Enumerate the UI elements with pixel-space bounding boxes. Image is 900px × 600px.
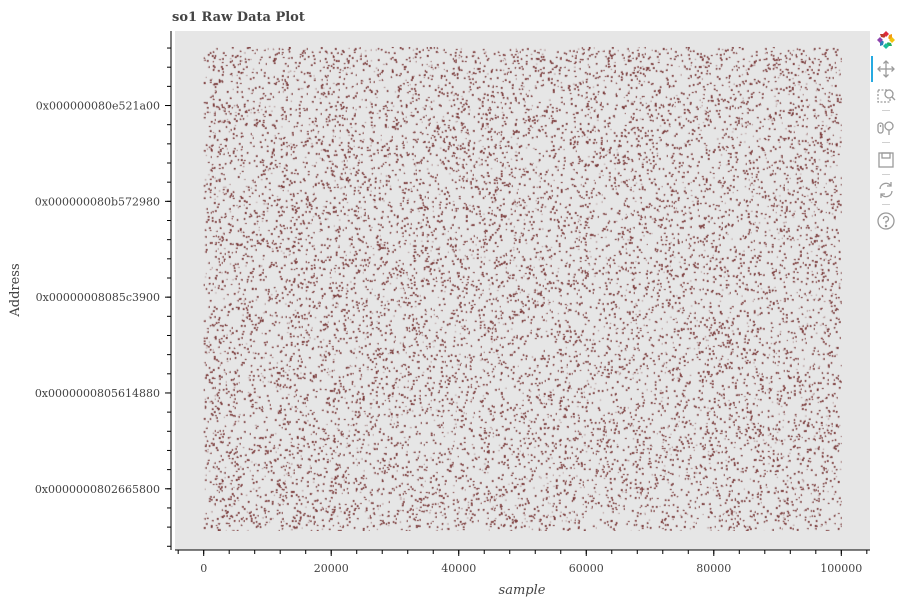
scatter-point-cloud [203,46,842,531]
y-tick-label: 0x0000000805614880 [35,387,160,400]
chart-title: so1 Raw Data Plot [172,10,305,25]
x-tick-label: 80000 [696,562,731,575]
pan-tool[interactable] [876,59,896,79]
y-axis-label: Address [8,263,23,317]
reset-icon [879,182,893,198]
y-axis: 0x000000080e521a00 0x000000080b572980 0x00… [35,31,172,550]
x-tick-label: 100000 [820,562,862,575]
toolbar-separator [882,174,890,175]
wheel-zoom-icon [877,121,894,135]
reset-tool[interactable] [876,180,896,200]
x-axis-label: sample [499,583,546,598]
y-tick-label: 0x000000080b572980 [35,195,160,208]
toolbar-separator [882,142,890,143]
save-icon [878,152,894,168]
chart-toolbar [870,28,900,238]
bokeh-logo[interactable] [876,30,896,50]
wheel-zoom-tool[interactable] [876,118,896,138]
x-tick-label: 20000 [314,562,349,575]
y-tick-label: 0x000000080e521a00 [36,100,160,113]
x-tick-label: 40000 [441,562,476,575]
x-tick-label: 60000 [569,562,604,575]
pan-icon [877,60,895,78]
help-icon [877,212,895,230]
scatter-points [203,46,842,531]
help-tool[interactable] [876,211,896,231]
toolbar-separator [882,110,890,111]
box-zoom-icon [877,89,896,103]
bokeh-logo-icon [877,31,895,49]
save-tool[interactable] [876,150,896,170]
x-axis: 0 20000 40000 60000 80000 100000 [175,549,870,575]
box-zoom-tool[interactable] [876,86,896,106]
toolbar-separator [882,204,890,205]
y-tick-label: 0x0000000802665800 [35,483,160,496]
active-tool-indicator [871,56,873,82]
x-tick-label: 0 [200,562,207,575]
y-tick-label: 0x00000008085c3900 [36,291,160,304]
